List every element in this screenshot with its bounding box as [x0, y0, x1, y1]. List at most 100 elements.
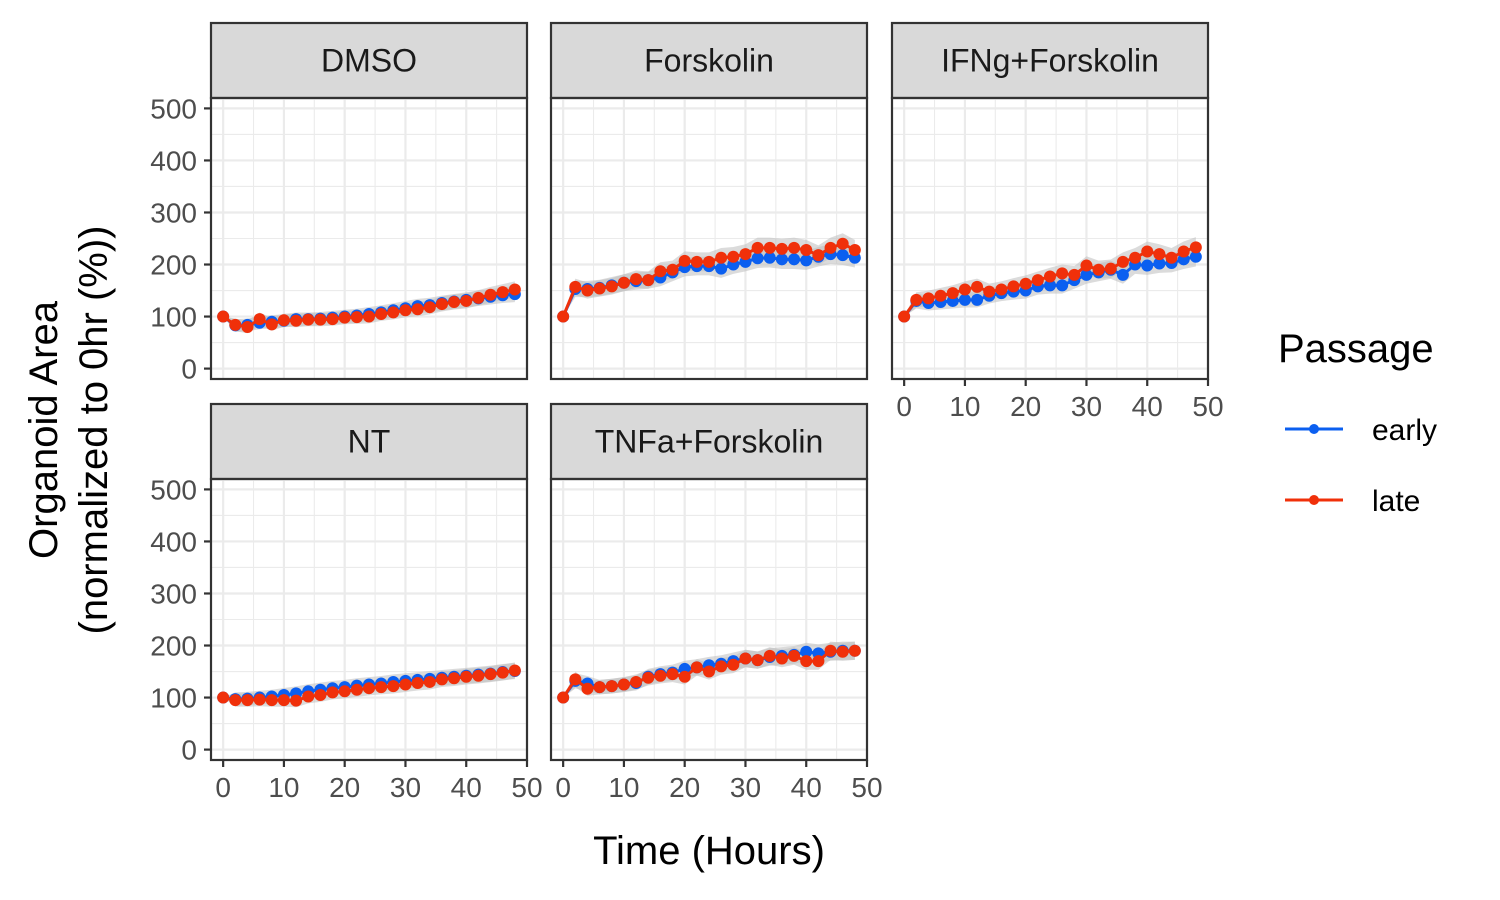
x-tick-label: 0 — [555, 772, 571, 803]
data-point-late — [314, 313, 327, 326]
strip-tnfa-forskolin — [549, 402, 869, 481]
data-point-late — [605, 680, 618, 693]
data-point-late — [654, 265, 667, 278]
data-point-early — [971, 293, 984, 306]
panel-border — [209, 96, 529, 381]
data-point-late — [642, 274, 655, 287]
x-tick-label: 40 — [451, 772, 482, 803]
data-point-late — [387, 306, 400, 319]
data-point-late — [788, 241, 801, 254]
data-point-early — [1141, 259, 1154, 272]
y-axis-title-line-2: (normalized to 0hr (%)) — [72, 225, 116, 634]
strip-label-tnfa-forskolin: TNFa+Forskolin — [595, 424, 824, 460]
data-point-late — [484, 668, 497, 681]
data-point-late — [557, 310, 570, 323]
data-point-late — [350, 683, 363, 696]
data-point-late — [848, 644, 861, 657]
x-tick-label: 50 — [511, 772, 542, 803]
data-point-late — [399, 304, 412, 317]
data-point-late — [1092, 263, 1105, 276]
series-late — [557, 644, 861, 704]
data-point-late — [241, 694, 254, 707]
legend-label-late: late — [1372, 485, 1420, 518]
gridlines — [551, 98, 869, 379]
y-tick-label: 400 — [150, 145, 197, 176]
data-point-late — [1177, 245, 1190, 258]
data-point-late — [836, 237, 849, 250]
gridlines — [551, 479, 869, 760]
legend-item-late: late — [1285, 485, 1420, 518]
data-point-late — [605, 280, 618, 293]
x-tick-label: 10 — [608, 772, 639, 803]
data-point-late — [569, 280, 582, 293]
data-point-late — [678, 670, 691, 683]
data-point-late — [824, 644, 837, 657]
data-point-late — [836, 645, 849, 658]
y-tick-label: 300 — [150, 578, 197, 609]
data-point-late — [277, 314, 290, 327]
y-tick-label: 100 — [150, 683, 197, 714]
data-point-late — [350, 311, 363, 324]
data-point-late — [775, 242, 788, 255]
panel-border — [549, 96, 869, 381]
data-point-late — [423, 301, 436, 314]
data-point-late — [581, 284, 594, 297]
data-point-early — [1080, 268, 1093, 281]
y-tick-label: 0 — [181, 354, 197, 385]
data-point-late — [217, 691, 230, 704]
data-point-late — [508, 664, 521, 677]
x-tick-label: 0 — [215, 772, 231, 803]
data-point-late — [630, 675, 643, 688]
data-point-late — [302, 313, 315, 326]
data-point-late — [496, 286, 509, 299]
data-point-late — [460, 670, 473, 683]
x-tick-label: 50 — [851, 772, 882, 803]
y-tick-label: 500 — [150, 93, 197, 124]
data-point-late — [1165, 251, 1178, 264]
data-point-late — [338, 685, 351, 698]
panel-dmso: DMSO 0 100 200 300 400 500 — [150, 21, 529, 385]
x-tick-label: 40 — [791, 772, 822, 803]
data-point-late — [569, 673, 582, 686]
data-point-early — [1153, 257, 1166, 270]
data-point-late — [265, 694, 278, 707]
data-point-late — [290, 314, 303, 327]
data-point-late — [690, 255, 703, 268]
data-point-late — [253, 313, 266, 326]
x-tick-label: 0 — [896, 391, 912, 422]
data-point-late — [593, 681, 606, 694]
x-tick-label: 30 — [1071, 391, 1102, 422]
data-point-late — [265, 318, 278, 331]
strip-forskolin — [549, 21, 869, 100]
data-point-early — [715, 262, 728, 275]
data-point-late — [217, 310, 230, 323]
data-point-late — [727, 250, 740, 263]
data-point-late — [678, 254, 691, 267]
series-late — [217, 283, 521, 333]
data-point-late — [727, 658, 740, 671]
data-point-early — [836, 249, 849, 262]
data-point-late — [277, 694, 290, 707]
data-point-late — [460, 294, 473, 307]
data-point-late — [399, 678, 412, 691]
data-point-late — [411, 303, 424, 316]
data-point-late — [812, 655, 825, 668]
data-point-late — [788, 649, 801, 662]
data-point-early — [788, 253, 801, 266]
data-point-late — [630, 273, 643, 286]
strip-label-ifng-forskolin: IFNg+Forskolin — [941, 43, 1159, 79]
data-point-late — [326, 686, 339, 699]
data-point-late — [229, 694, 242, 707]
data-point-late — [1104, 262, 1117, 275]
data-point-late — [1141, 245, 1154, 258]
data-point-late — [642, 671, 655, 684]
data-point-late — [302, 690, 315, 703]
data-point-early — [763, 251, 776, 264]
data-point-late — [690, 661, 703, 674]
y-tick-label: 100 — [150, 302, 197, 333]
x-tick-label: 20 — [1010, 391, 1041, 422]
panel-tnfa-forskolin: TNFa+Forskolin 0 10 20 30 40 50 — [549, 402, 883, 803]
legend-item-early: early — [1285, 414, 1437, 447]
data-point-late — [800, 655, 813, 668]
